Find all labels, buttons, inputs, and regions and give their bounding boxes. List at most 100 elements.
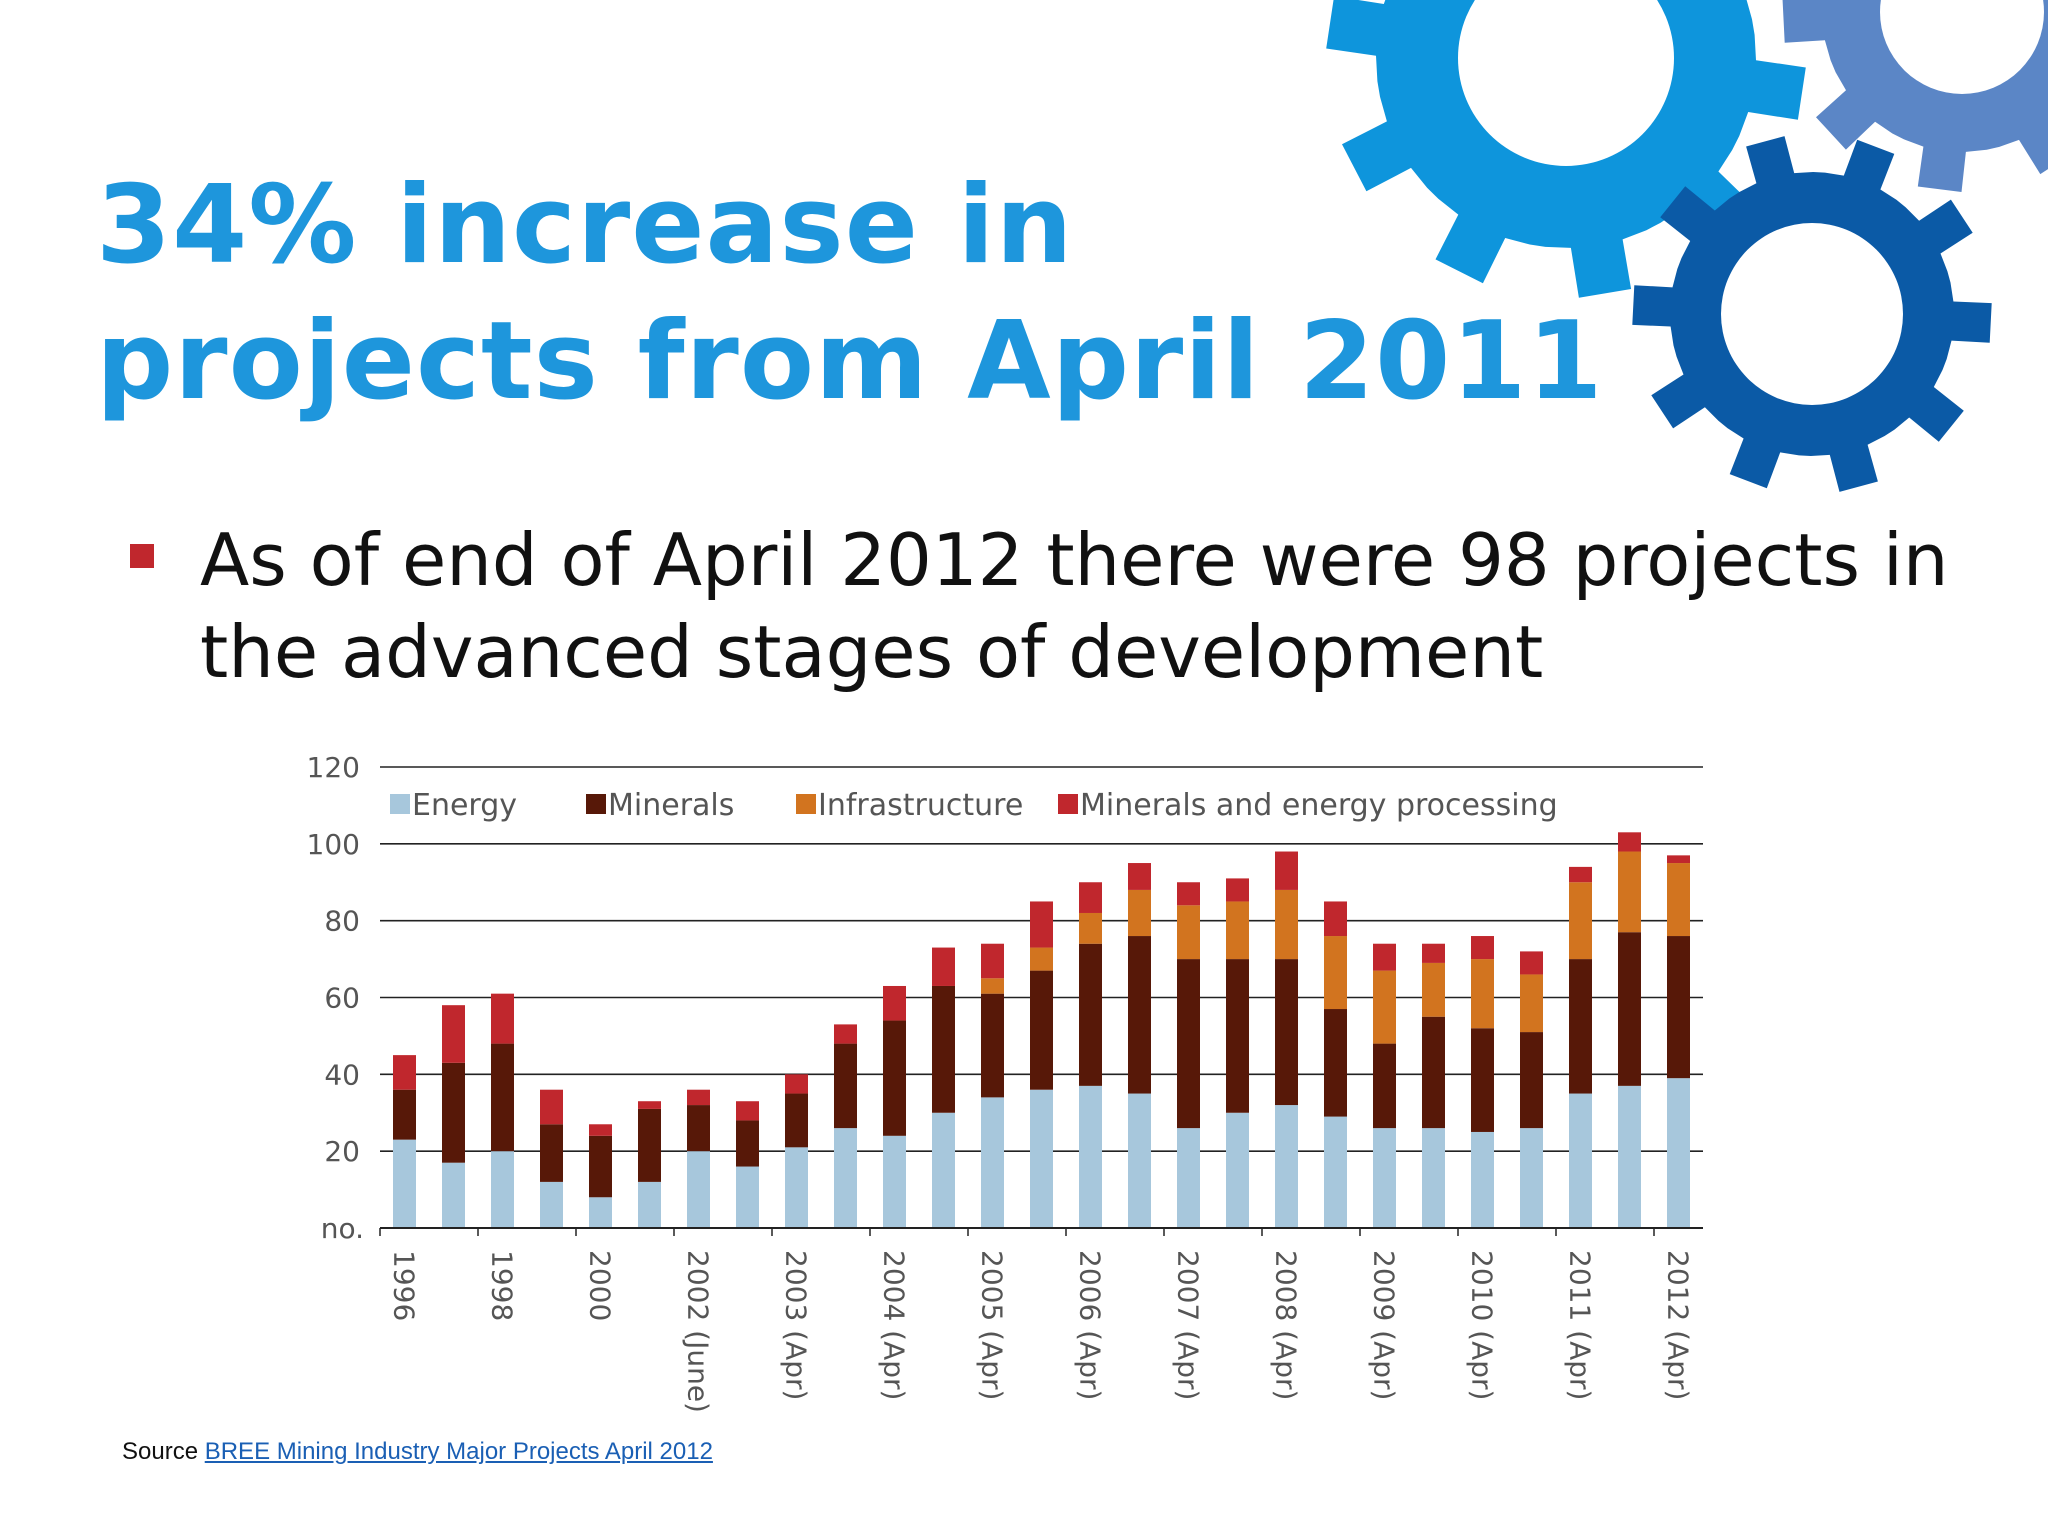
x-tick-label: 2000 bbox=[584, 1250, 617, 1321]
bar-segment-energy bbox=[442, 1162, 465, 1228]
bar-segment-minerals-and-energy-processing bbox=[638, 1101, 661, 1109]
bar-segment-energy bbox=[638, 1181, 661, 1228]
bar-segment-energy bbox=[883, 1135, 906, 1228]
x-tick-label: 2010 (Apr) bbox=[1466, 1250, 1499, 1400]
bar-segment-minerals-and-energy-processing bbox=[1128, 863, 1151, 890]
bar-segment-energy bbox=[540, 1181, 563, 1228]
title-line-1: 34% increase in bbox=[96, 163, 1074, 288]
x-tick-label: 2008 (Apr) bbox=[1270, 1250, 1303, 1400]
bar-segment-energy bbox=[1030, 1089, 1053, 1228]
bar-segment-minerals-and-energy-processing bbox=[736, 1101, 759, 1121]
bar-segment-infrastructure bbox=[1422, 962, 1445, 1017]
bar-segment-energy bbox=[687, 1151, 710, 1228]
bar-segment-minerals bbox=[932, 985, 955, 1113]
y-tick-label: 20 bbox=[324, 1135, 360, 1168]
gear-icon-dark bbox=[1632, 136, 1992, 492]
bar-segment-minerals-and-energy-processing bbox=[883, 985, 906, 1021]
bar-segment-infrastructure bbox=[1373, 970, 1396, 1044]
chart-bars bbox=[393, 832, 1690, 1228]
bar-segment-infrastructure bbox=[1569, 882, 1592, 960]
bar-segment-minerals bbox=[1030, 970, 1053, 1090]
bar-segment-minerals bbox=[1079, 943, 1102, 1086]
bar-segment-minerals-and-energy-processing bbox=[491, 993, 514, 1044]
y-tick-label: 120 bbox=[307, 751, 360, 784]
chart-axes: 20 40 60 80 100 120 no. 1996 1998 2000 2002 (June)… bbox=[307, 751, 1703, 1413]
bar-segment-minerals bbox=[491, 1043, 514, 1152]
bar-segment-minerals-and-energy-processing bbox=[785, 1074, 808, 1094]
source-citation: Source BREE Mining Industry Major Projec… bbox=[122, 1438, 713, 1466]
bar-segment-minerals bbox=[1177, 959, 1200, 1129]
bar-segment-minerals bbox=[1667, 936, 1690, 1079]
projects-chart: 20 40 60 80 100 120 no. 1996 1998 2000 2002 (June)… bbox=[307, 751, 1703, 1413]
bar-segment-minerals-and-energy-processing bbox=[540, 1089, 563, 1125]
bar-segment-infrastructure bbox=[1275, 889, 1298, 960]
bar-segment-minerals bbox=[393, 1089, 416, 1140]
bar-segment-minerals-and-energy-processing bbox=[589, 1124, 612, 1136]
bar-segment-energy bbox=[1422, 1128, 1445, 1228]
bar-segment-minerals bbox=[1422, 1016, 1445, 1129]
bar-segment-minerals-and-energy-processing bbox=[1030, 901, 1053, 948]
bar-segment-minerals-and-energy-processing bbox=[442, 1005, 465, 1063]
bar-segment-minerals-and-energy-processing bbox=[1177, 882, 1200, 906]
bar-segment-minerals bbox=[736, 1120, 759, 1167]
x-tick-label: 2005 (Apr) bbox=[976, 1250, 1009, 1400]
x-tick-label: 2004 (Apr) bbox=[878, 1250, 911, 1400]
bar-segment-infrastructure bbox=[1324, 936, 1347, 1010]
bar-segment-minerals bbox=[785, 1093, 808, 1148]
bar-segment-energy bbox=[1373, 1128, 1396, 1228]
bar-segment-minerals-and-energy-processing bbox=[1520, 951, 1543, 975]
bar-segment-infrastructure bbox=[1030, 947, 1053, 971]
bar-segment-energy bbox=[785, 1147, 808, 1228]
y-tick-label: 60 bbox=[324, 982, 360, 1015]
legend-label: Minerals bbox=[608, 788, 734, 823]
source-prefix: Source bbox=[122, 1438, 199, 1465]
bar-segment-minerals-and-energy-processing bbox=[932, 947, 955, 986]
bar-segment-minerals bbox=[442, 1062, 465, 1163]
bullet-text: As of end of April 2012 there were 98 pr… bbox=[200, 518, 1949, 694]
bar-segment-energy bbox=[1226, 1112, 1249, 1228]
legend-swatch bbox=[1058, 794, 1078, 814]
bar-segment-minerals-and-energy-processing bbox=[1618, 832, 1641, 852]
y-tick-label: 80 bbox=[324, 905, 360, 938]
bar-segment-minerals-and-energy-processing bbox=[1422, 943, 1445, 963]
legend-swatch bbox=[796, 794, 816, 814]
bar-segment-minerals bbox=[1471, 1028, 1494, 1132]
bar-segment-energy bbox=[736, 1166, 759, 1228]
bar-segment-minerals bbox=[1275, 959, 1298, 1106]
bar-segment-minerals-and-energy-processing bbox=[1079, 882, 1102, 913]
bar-segment-minerals-and-energy-processing bbox=[981, 943, 1004, 979]
bar-segment-minerals-and-energy-processing bbox=[1226, 878, 1249, 902]
bar-segment-minerals bbox=[687, 1105, 710, 1152]
bar-segment-energy bbox=[932, 1112, 955, 1228]
bar-segment-energy bbox=[1177, 1128, 1200, 1228]
bar-segment-energy bbox=[1569, 1093, 1592, 1228]
bar-segment-energy bbox=[1079, 1085, 1102, 1228]
bar-segment-minerals-and-energy-processing bbox=[834, 1024, 857, 1044]
bar-segment-energy bbox=[1324, 1116, 1347, 1228]
bar-segment-energy bbox=[834, 1128, 857, 1228]
bar-segment-energy bbox=[1667, 1078, 1690, 1228]
bar-segment-minerals bbox=[1373, 1043, 1396, 1129]
bar-segment-minerals bbox=[1226, 959, 1249, 1113]
bar-segment-infrastructure bbox=[1618, 851, 1641, 933]
y-tick-label: 100 bbox=[307, 828, 360, 861]
x-tick-label: 2003 (Apr) bbox=[780, 1250, 813, 1400]
bar-segment-infrastructure bbox=[1667, 863, 1690, 937]
bar-segment-minerals-and-energy-processing bbox=[1569, 866, 1592, 883]
bar-segment-energy bbox=[981, 1097, 1004, 1228]
bar-segment-energy bbox=[589, 1197, 612, 1228]
legend-label: Energy bbox=[412, 788, 517, 823]
bar-segment-minerals bbox=[540, 1124, 563, 1182]
slide-title: 34% increase in projects from April 2011 bbox=[96, 158, 1696, 430]
bar-segment-energy bbox=[1128, 1093, 1151, 1228]
bar-segment-minerals-and-energy-processing bbox=[1373, 943, 1396, 971]
legend-swatch bbox=[586, 794, 606, 814]
bar-segment-minerals bbox=[981, 993, 1004, 1098]
bar-segment-minerals-and-energy-processing bbox=[1275, 851, 1298, 890]
bar-segment-minerals-and-energy-processing bbox=[687, 1089, 710, 1106]
y-tick-label: 40 bbox=[324, 1058, 360, 1091]
bar-segment-minerals bbox=[638, 1108, 661, 1182]
source-link[interactable]: BREE Mining Industry Major Projects Apri… bbox=[204, 1438, 713, 1465]
bar-segment-energy bbox=[1471, 1131, 1494, 1228]
bar-segment-minerals-and-energy-processing bbox=[1667, 855, 1690, 864]
